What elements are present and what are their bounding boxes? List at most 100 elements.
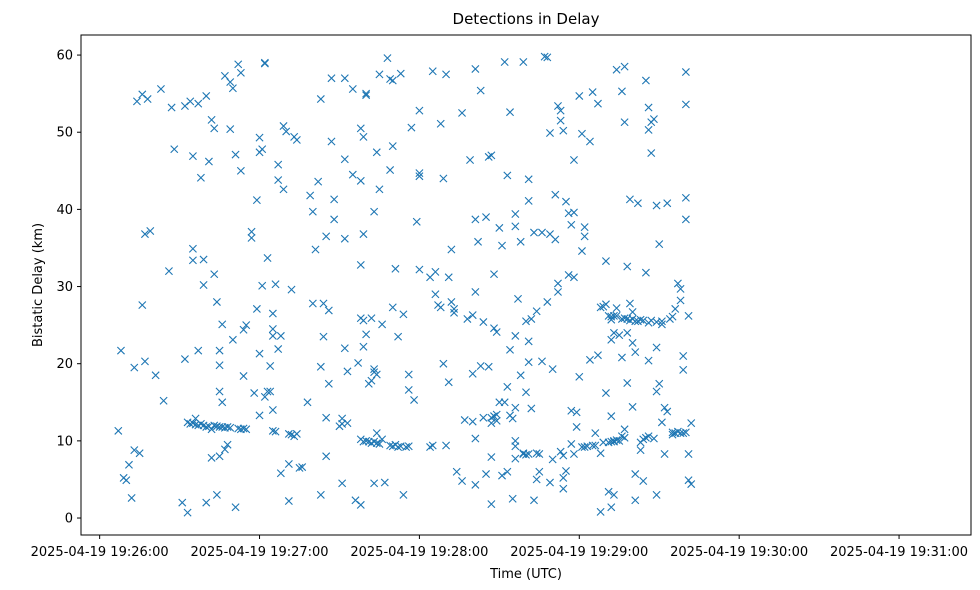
data-point <box>487 151 496 160</box>
data-point <box>362 330 371 339</box>
data-point <box>404 370 413 379</box>
data-point <box>359 316 368 325</box>
data-point <box>167 103 176 112</box>
data-point <box>663 199 672 208</box>
data-point <box>503 382 512 391</box>
data-point <box>641 76 650 85</box>
data-point <box>607 335 616 344</box>
data-point <box>127 493 136 502</box>
y-tick-label: 30 <box>56 280 73 295</box>
data-point <box>447 245 456 254</box>
data-point <box>535 449 544 458</box>
data-point <box>588 441 597 450</box>
data-point <box>266 387 275 396</box>
data-point <box>356 124 365 133</box>
data-point <box>615 436 624 445</box>
data-point <box>207 453 216 462</box>
data-point <box>569 273 578 282</box>
x-tick-label: 2025-04-19 19:31:00 <box>830 545 968 560</box>
data-point <box>596 507 605 516</box>
data-point <box>471 64 480 73</box>
data-point <box>519 58 528 66</box>
data-point <box>239 372 248 381</box>
data-point <box>218 320 227 329</box>
data-point <box>447 297 456 306</box>
data-point <box>327 74 336 83</box>
data-point <box>527 314 536 323</box>
data-point <box>322 413 331 422</box>
data-point <box>199 255 208 264</box>
data-point <box>156 85 165 94</box>
data-point <box>530 228 538 237</box>
data-point <box>311 245 320 254</box>
data-point <box>375 185 384 194</box>
y-tick-label: 20 <box>56 357 73 372</box>
data-point <box>319 299 328 308</box>
data-point <box>561 466 570 475</box>
data-point <box>356 500 365 509</box>
data-point <box>657 418 666 427</box>
data-point <box>559 484 568 493</box>
data-point <box>316 95 325 104</box>
data-point <box>282 127 291 136</box>
data-point <box>452 467 461 476</box>
data-point <box>415 172 424 181</box>
data-point <box>575 91 584 100</box>
data-point <box>444 378 453 387</box>
data-point <box>479 318 488 327</box>
data-point <box>415 265 424 274</box>
data-point <box>471 434 480 443</box>
data-point <box>498 241 507 250</box>
data-point <box>388 76 397 85</box>
data-point <box>399 310 408 319</box>
data-point <box>319 332 328 341</box>
scatter-points <box>114 52 696 517</box>
data-point <box>673 279 682 288</box>
data-point <box>612 436 621 445</box>
data-point <box>327 137 336 146</box>
data-point <box>207 115 216 124</box>
data-point <box>220 71 229 80</box>
data-point <box>394 332 403 341</box>
data-point <box>500 398 509 407</box>
data-point <box>298 463 307 472</box>
data-point <box>506 108 515 117</box>
data-point <box>268 406 277 414</box>
data-point <box>359 132 368 141</box>
data-point <box>511 454 520 463</box>
data-point <box>276 331 285 340</box>
y-tick-label: 60 <box>56 49 73 64</box>
data-point <box>609 490 618 499</box>
data-point <box>180 355 189 364</box>
data-point <box>116 346 125 355</box>
data-point <box>631 317 640 326</box>
data-point <box>492 410 501 419</box>
data-point <box>439 174 448 183</box>
data-point <box>524 449 533 458</box>
data-point <box>292 429 301 438</box>
data-point <box>559 451 568 460</box>
data-point <box>284 429 293 438</box>
data-point <box>516 371 525 380</box>
data-point <box>226 423 235 432</box>
data-point <box>236 68 245 77</box>
x-tick-label: 2025-04-19 19:30:00 <box>670 545 808 560</box>
data-point <box>572 408 581 417</box>
chart-title: Detections in Delay <box>453 10 600 28</box>
data-point <box>474 237 483 246</box>
data-point <box>303 398 312 407</box>
data-point <box>580 443 589 452</box>
data-point <box>228 84 237 93</box>
data-point <box>404 442 413 451</box>
data-point <box>591 429 600 438</box>
data-point <box>450 308 459 317</box>
data-point <box>620 425 629 434</box>
data-point <box>468 369 477 378</box>
data-point <box>215 361 224 370</box>
data-point <box>140 230 149 239</box>
data-point <box>463 314 472 323</box>
data-point <box>324 306 333 315</box>
data-point <box>188 152 197 161</box>
data-point <box>660 449 669 458</box>
